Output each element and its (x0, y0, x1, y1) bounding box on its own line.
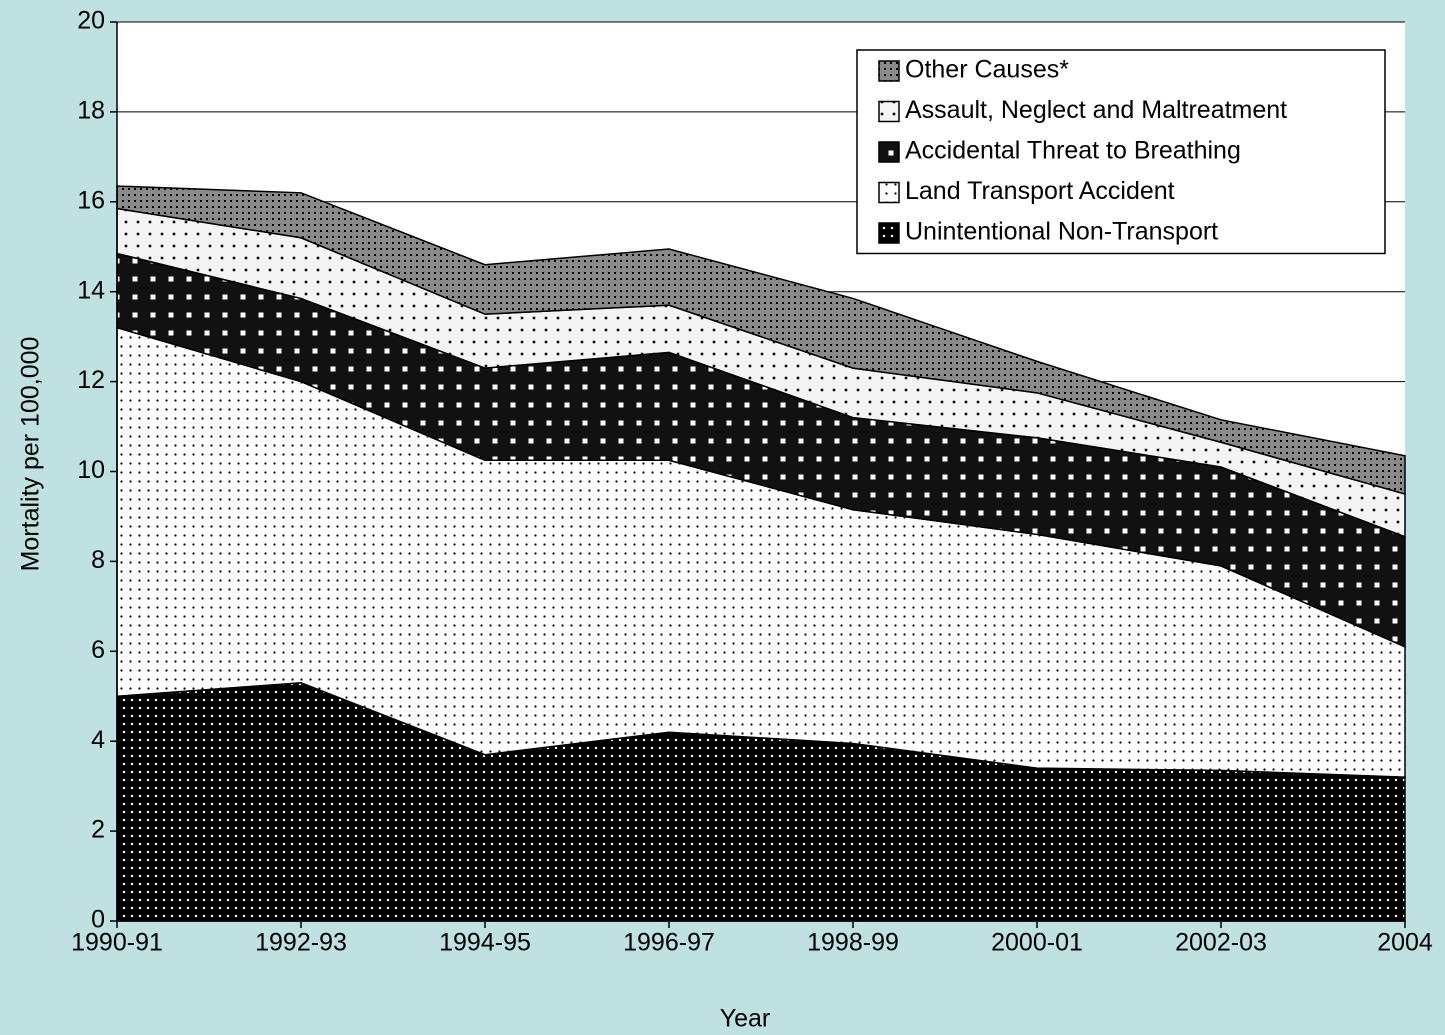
x-axis-label: Year (720, 1005, 771, 1033)
legend-label: Other Causes* (905, 56, 1069, 84)
legend-label: Unintentional Non-Transport (905, 218, 1218, 246)
legend-swatch (878, 60, 900, 82)
x-tick-label: 2000-01 (991, 929, 1083, 957)
x-tick-label: 1994-95 (439, 929, 531, 957)
area (116, 185, 1406, 495)
legend-swatch (878, 181, 900, 204)
y-tick-label: 14 (77, 276, 105, 304)
legend-label: Land Transport Accident (905, 177, 1175, 205)
x-tick-label: 1996-97 (623, 929, 715, 957)
legend-swatch (878, 141, 900, 163)
legend-swatch (878, 100, 900, 123)
y-tick-label: 2 (91, 816, 105, 844)
y-tick-label: 8 (91, 546, 105, 574)
y-tick-label: 16 (77, 186, 105, 214)
x-tick-label: 1990-91 (71, 929, 163, 957)
y-tick-label: 18 (77, 97, 105, 125)
legend-label: Assault, Neglect and Maltreatment (905, 96, 1287, 124)
x-tick-label: 1992-93 (255, 929, 347, 957)
y-tick-label: 6 (91, 636, 105, 664)
y-tick-label: 10 (77, 456, 105, 484)
y-axis-label: Mortality per 100,000 (17, 337, 45, 572)
legend-swatch (878, 222, 900, 244)
legend-label: Accidental Threat to Breathing (905, 137, 1241, 165)
y-tick-label: 12 (77, 366, 105, 394)
x-tick-label: 1998-99 (807, 929, 899, 957)
y-tick-label: 0 (91, 906, 105, 934)
x-tick-label: 2002-03 (1175, 929, 1267, 957)
y-tick-label: 20 (77, 7, 105, 35)
y-tick-label: 4 (91, 726, 105, 754)
legend-box (856, 49, 1386, 255)
x-tick-label: 2004 (1377, 929, 1433, 957)
